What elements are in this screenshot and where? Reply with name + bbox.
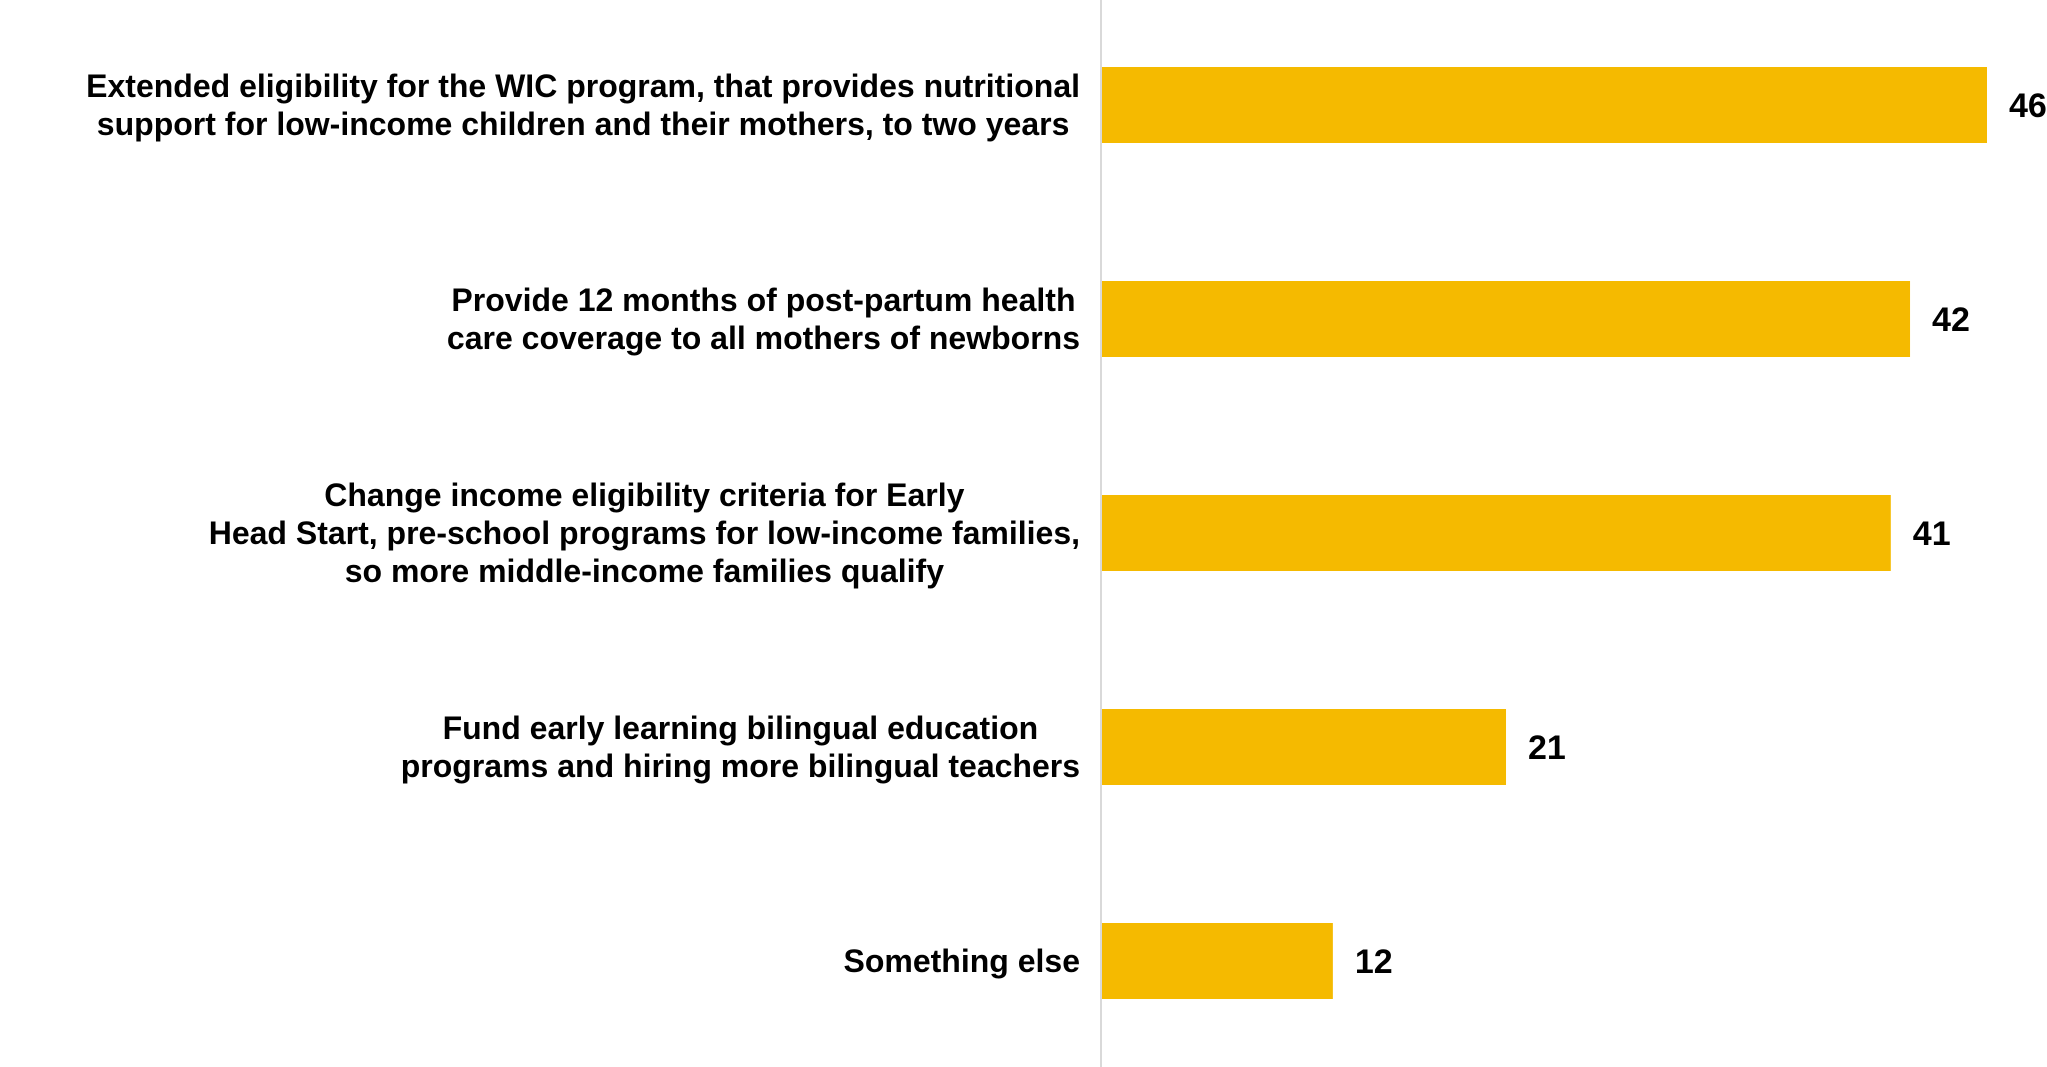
- category-label-1-line-2: support for low-income children and thei…: [97, 106, 1070, 142]
- category-label-1-line-1: Extended eligibility for the WIC program…: [86, 68, 1080, 104]
- bars-group: [1102, 67, 1987, 999]
- category-label-3-line-1: Change income eligibility criteria for E…: [324, 477, 964, 513]
- value-label-5: 12: [1355, 943, 1393, 981]
- value-label-1: 46: [2009, 87, 2047, 125]
- value-labels-group: 46 42 41 21 12: [1355, 87, 2047, 981]
- value-label-2: 42: [1932, 301, 1970, 339]
- value-label-4: 21: [1528, 729, 1566, 767]
- category-label-2-line-2: care coverage to all mothers of newborns: [447, 320, 1080, 356]
- category-label-3-line-3: so more middle-income families qualify: [345, 553, 944, 589]
- bar-4: [1102, 709, 1507, 785]
- category-labels-group: Extended eligibility for the WIC program…: [86, 68, 1080, 979]
- category-label-4-line-2: programs and hiring more bilingual teach…: [401, 748, 1080, 784]
- category-label-3-line-2: Head Start, pre-school programs for low-…: [209, 515, 1080, 551]
- category-label-4: Fund early learning bilingual education p…: [401, 710, 1080, 784]
- category-label-4-line-1: Fund early learning bilingual education: [443, 710, 1039, 746]
- bar-3: [1102, 495, 1891, 571]
- category-label-2-line-1: Provide 12 months of post-partum health: [451, 282, 1075, 318]
- bar-2: [1102, 281, 1911, 357]
- category-label-3: Change income eligibility criteria for E…: [209, 477, 1080, 589]
- bar-1: [1102, 67, 1987, 143]
- bar-5: [1102, 923, 1333, 999]
- category-label-2: Provide 12 months of post-partum health c…: [447, 282, 1080, 356]
- category-label-5: Something else: [844, 943, 1081, 979]
- category-label-1: Extended eligibility for the WIC program…: [86, 68, 1080, 142]
- value-label-3: 41: [1913, 515, 1951, 553]
- category-label-5-line-1: Something else: [844, 943, 1081, 979]
